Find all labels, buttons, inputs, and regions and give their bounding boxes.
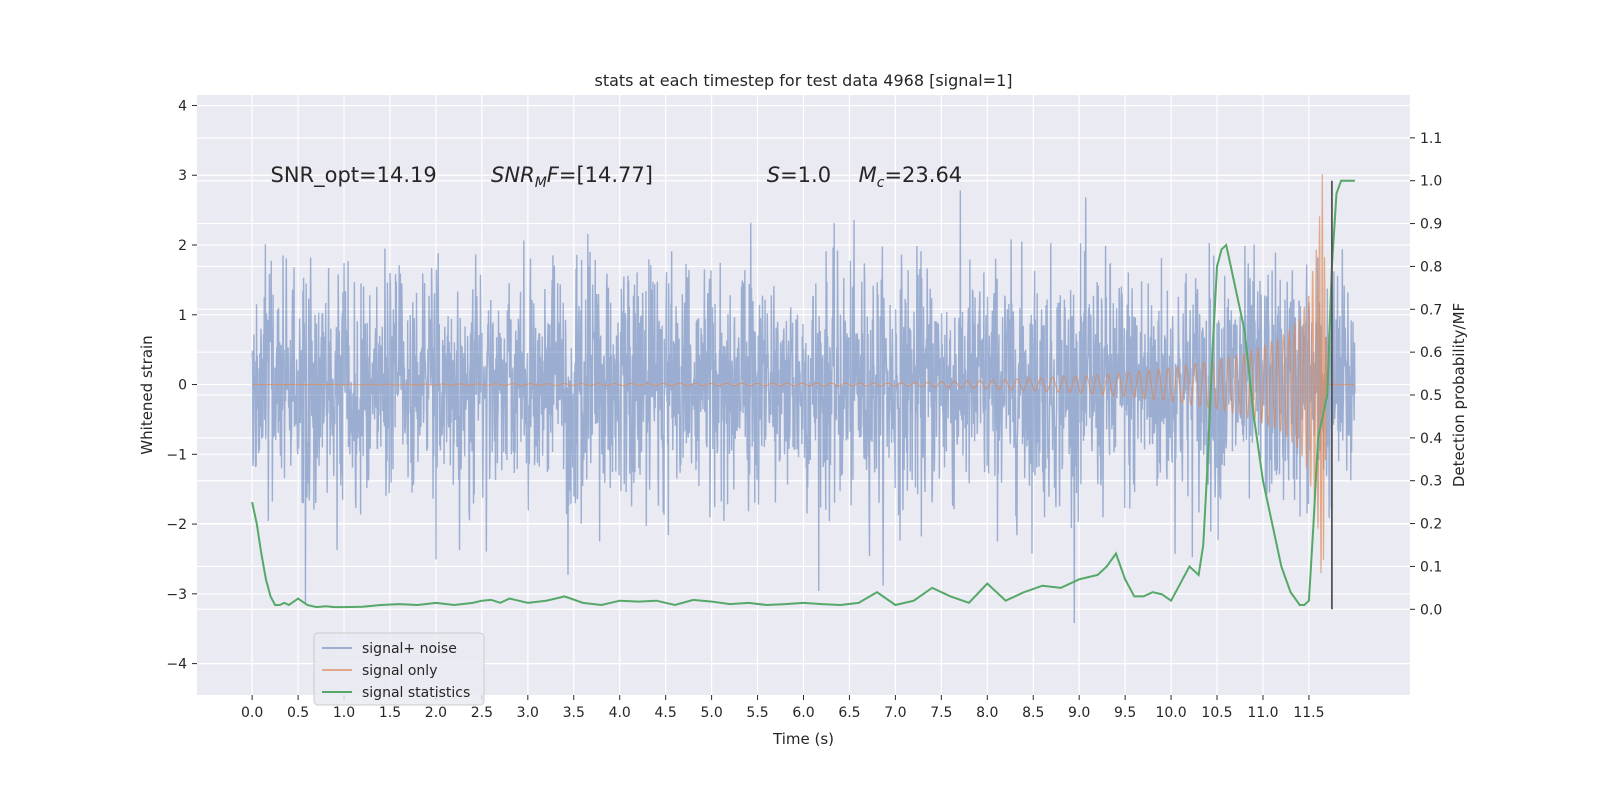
noise-line: [251, 190, 1356, 624]
y-tick-label: 3: [178, 168, 187, 184]
legend: signal+ noise signal only signal statistic…: [313, 632, 485, 706]
y-axis-label: Whitened strain: [138, 335, 156, 454]
x-tick-label: 11.5: [1293, 705, 1324, 721]
x-tick-label: 5.0: [700, 705, 722, 721]
x-tick-label: 9.0: [1068, 705, 1090, 721]
signal-only-line: [252, 173, 1355, 574]
y-tick-label: −2: [166, 517, 187, 533]
annotation-0: SNR_opt=14.19: [271, 163, 437, 188]
x-tick-label: 10.5: [1201, 705, 1232, 721]
y-tick-label: 2: [178, 238, 187, 254]
annotation-3: Mc=23.64: [859, 163, 963, 191]
y-right-tick-label: 1.0: [1420, 174, 1442, 190]
x-tick-label: 6.5: [838, 705, 860, 721]
y-tick-label: 0: [178, 378, 187, 394]
x-tick-label: 7.0: [884, 705, 906, 721]
y-right-tick-label: 0.7: [1420, 302, 1442, 318]
series-signal-noise: [251, 190, 1356, 624]
y-right-tick-label: 0.0: [1420, 602, 1442, 618]
x-tick-label: 9.5: [1114, 705, 1136, 721]
x-tick-label: 5.5: [746, 705, 768, 721]
y-right-tick-label: 0.1: [1420, 559, 1442, 575]
x-tick-label: 7.5: [930, 705, 952, 721]
annotation-2: S=1.0: [767, 163, 831, 187]
x-tick-label: 3.5: [563, 705, 585, 721]
y-tick-label: −3: [166, 587, 187, 603]
y-right-tick-label: 0.9: [1420, 217, 1442, 233]
legend-label: signal+ noise: [362, 641, 457, 657]
y-right-tick-label: 0.2: [1420, 517, 1442, 533]
x-tick-label: 3.0: [517, 705, 539, 721]
y-right-tick-label: 0.3: [1420, 474, 1442, 490]
y-right-tick-label: 0.4: [1420, 431, 1442, 447]
axes: 0.0 0.5 1.0 1.5 2.0 2.5 3.0 3.5 4.0 4.5 5.0 5.5 6.0 6…: [166, 98, 1442, 721]
x-tick-label: 1.0: [333, 705, 355, 721]
x-tick-label: 8.0: [976, 705, 998, 721]
y-tick-label: 4: [178, 98, 187, 114]
y-axis-right-label: Detection probability/MF: [1450, 303, 1468, 487]
x-axis-label: Time (s): [772, 730, 834, 748]
y-right-tick-label: 0.5: [1420, 388, 1442, 404]
grid-lines: [197, 95, 1410, 695]
series-signal-only: [252, 173, 1355, 574]
x-tick-label: 4.5: [655, 705, 677, 721]
x-tick-label: 11.0: [1247, 705, 1278, 721]
legend-label: signal statistics: [362, 685, 470, 701]
y-tick-label: −1: [166, 447, 187, 463]
x-tick-label: 1.5: [379, 705, 401, 721]
annotations: SNR_opt=14.19 SNRMF=[14.77] S=1.0 Mc=23.64: [271, 163, 963, 191]
x-tick-label: 10.0: [1155, 705, 1186, 721]
x-tick-label: 0.0: [241, 705, 263, 721]
legend-label: signal only: [362, 663, 437, 679]
y-right-tick-label: 1.1: [1420, 131, 1442, 147]
y-tick-label: −4: [166, 657, 187, 673]
y-tick-label: 1: [178, 308, 187, 324]
y-right-tick-label: 0.8: [1420, 259, 1442, 275]
x-tick-label: 2.0: [425, 705, 447, 721]
annotation-1: SNRMF=[14.77]: [491, 163, 653, 191]
x-tick-label: 6.0: [792, 705, 814, 721]
x-tick-label: 8.5: [1022, 705, 1044, 721]
chart-title: stats at each timestep for test data 496…: [594, 71, 1012, 90]
y-right-tick-label: 0.6: [1420, 345, 1442, 361]
x-tick-label: 0.5: [287, 705, 309, 721]
series-signal-statistics: [251, 179, 1355, 609]
legend-box: [313, 632, 485, 706]
x-tick-label: 4.0: [609, 705, 631, 721]
x-tick-label: 2.5: [471, 705, 493, 721]
signal-statistics-line: [251, 179, 1355, 609]
